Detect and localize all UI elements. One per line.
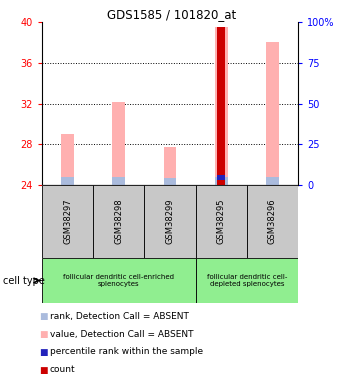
Text: value, Detection Call = ABSENT: value, Detection Call = ABSENT [50,330,193,339]
Bar [61,134,74,185]
Text: ■: ■ [39,312,48,321]
Bar [215,27,228,185]
Text: percentile rank within the sample: percentile rank within the sample [50,348,203,357]
Bar [215,177,228,185]
Bar [266,42,279,185]
Text: ■: ■ [39,348,48,357]
Bar [196,185,247,258]
Text: cell type: cell type [3,276,45,285]
Bar [217,27,225,185]
Text: GSM38299: GSM38299 [166,199,175,244]
Text: follicular dendritic cell-enriched
splenocytes: follicular dendritic cell-enriched splen… [63,274,174,287]
Text: rank, Detection Call = ABSENT: rank, Detection Call = ABSENT [50,312,189,321]
Bar [61,177,74,185]
Bar [217,175,225,180]
Text: count: count [50,366,75,375]
Text: follicular dendritic cell-
depleted splenocytes: follicular dendritic cell- depleted sple… [206,274,287,287]
Text: GSM38295: GSM38295 [217,199,226,244]
Text: GSM38297: GSM38297 [63,199,72,244]
Text: GSM38298: GSM38298 [114,199,123,244]
Bar [42,258,196,303]
Text: ■: ■ [39,366,48,375]
Bar [266,177,279,185]
Bar [164,178,176,185]
Bar [164,147,176,185]
Bar [113,102,125,185]
Bar [247,185,298,258]
Bar [196,258,298,303]
Bar [93,185,144,258]
Bar [113,177,125,185]
Text: ■: ■ [39,330,48,339]
Bar [42,185,93,258]
Text: GDS1585 / 101820_at: GDS1585 / 101820_at [107,8,236,21]
Text: GSM38296: GSM38296 [268,199,277,244]
Bar [144,185,196,258]
